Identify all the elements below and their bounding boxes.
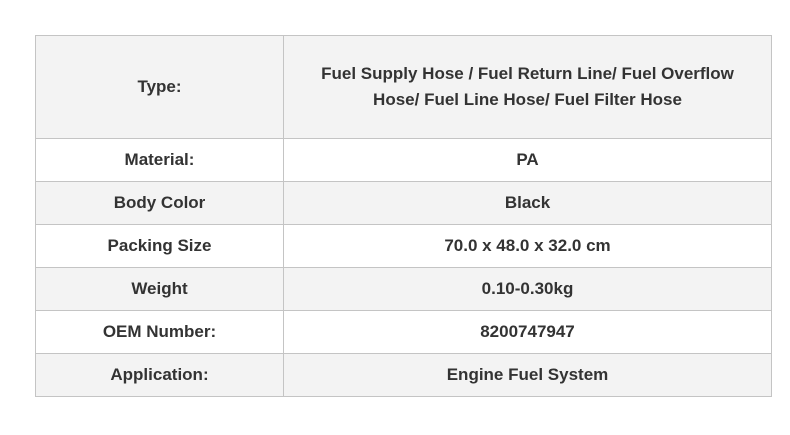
spec-label: Type: <box>35 35 284 139</box>
spec-value: 0.10-0.30kg <box>283 267 772 311</box>
spec-row: OEM Number: 8200747947 <box>35 310 772 354</box>
spec-row: Body Color Black <box>35 181 772 225</box>
spec-value: Fuel Supply Hose / Fuel Return Line/ Fue… <box>283 35 772 139</box>
spec-value: 8200747947 <box>283 310 772 354</box>
spec-row: Packing Size 70.0 x 48.0 x 32.0 cm <box>35 224 772 268</box>
spec-label: OEM Number: <box>35 310 284 354</box>
spec-row: Material: PA <box>35 138 772 182</box>
spec-table-container: Type: Fuel Supply Hose / Fuel Return Line… <box>35 35 772 397</box>
spec-row: Application: Engine Fuel System <box>35 353 772 397</box>
spec-label: Material: <box>35 138 284 182</box>
spec-label: Body Color <box>35 181 284 225</box>
spec-label: Application: <box>35 353 284 397</box>
spec-value: Black <box>283 181 772 225</box>
spec-label: Weight <box>35 267 284 311</box>
spec-table: Type: Fuel Supply Hose / Fuel Return Line… <box>35 35 772 397</box>
spec-value: PA <box>283 138 772 182</box>
spec-row: Type: Fuel Supply Hose / Fuel Return Line… <box>35 35 772 139</box>
spec-row: Weight 0.10-0.30kg <box>35 267 772 311</box>
spec-value: Engine Fuel System <box>283 353 772 397</box>
spec-value: 70.0 x 48.0 x 32.0 cm <box>283 224 772 268</box>
spec-label: Packing Size <box>35 224 284 268</box>
